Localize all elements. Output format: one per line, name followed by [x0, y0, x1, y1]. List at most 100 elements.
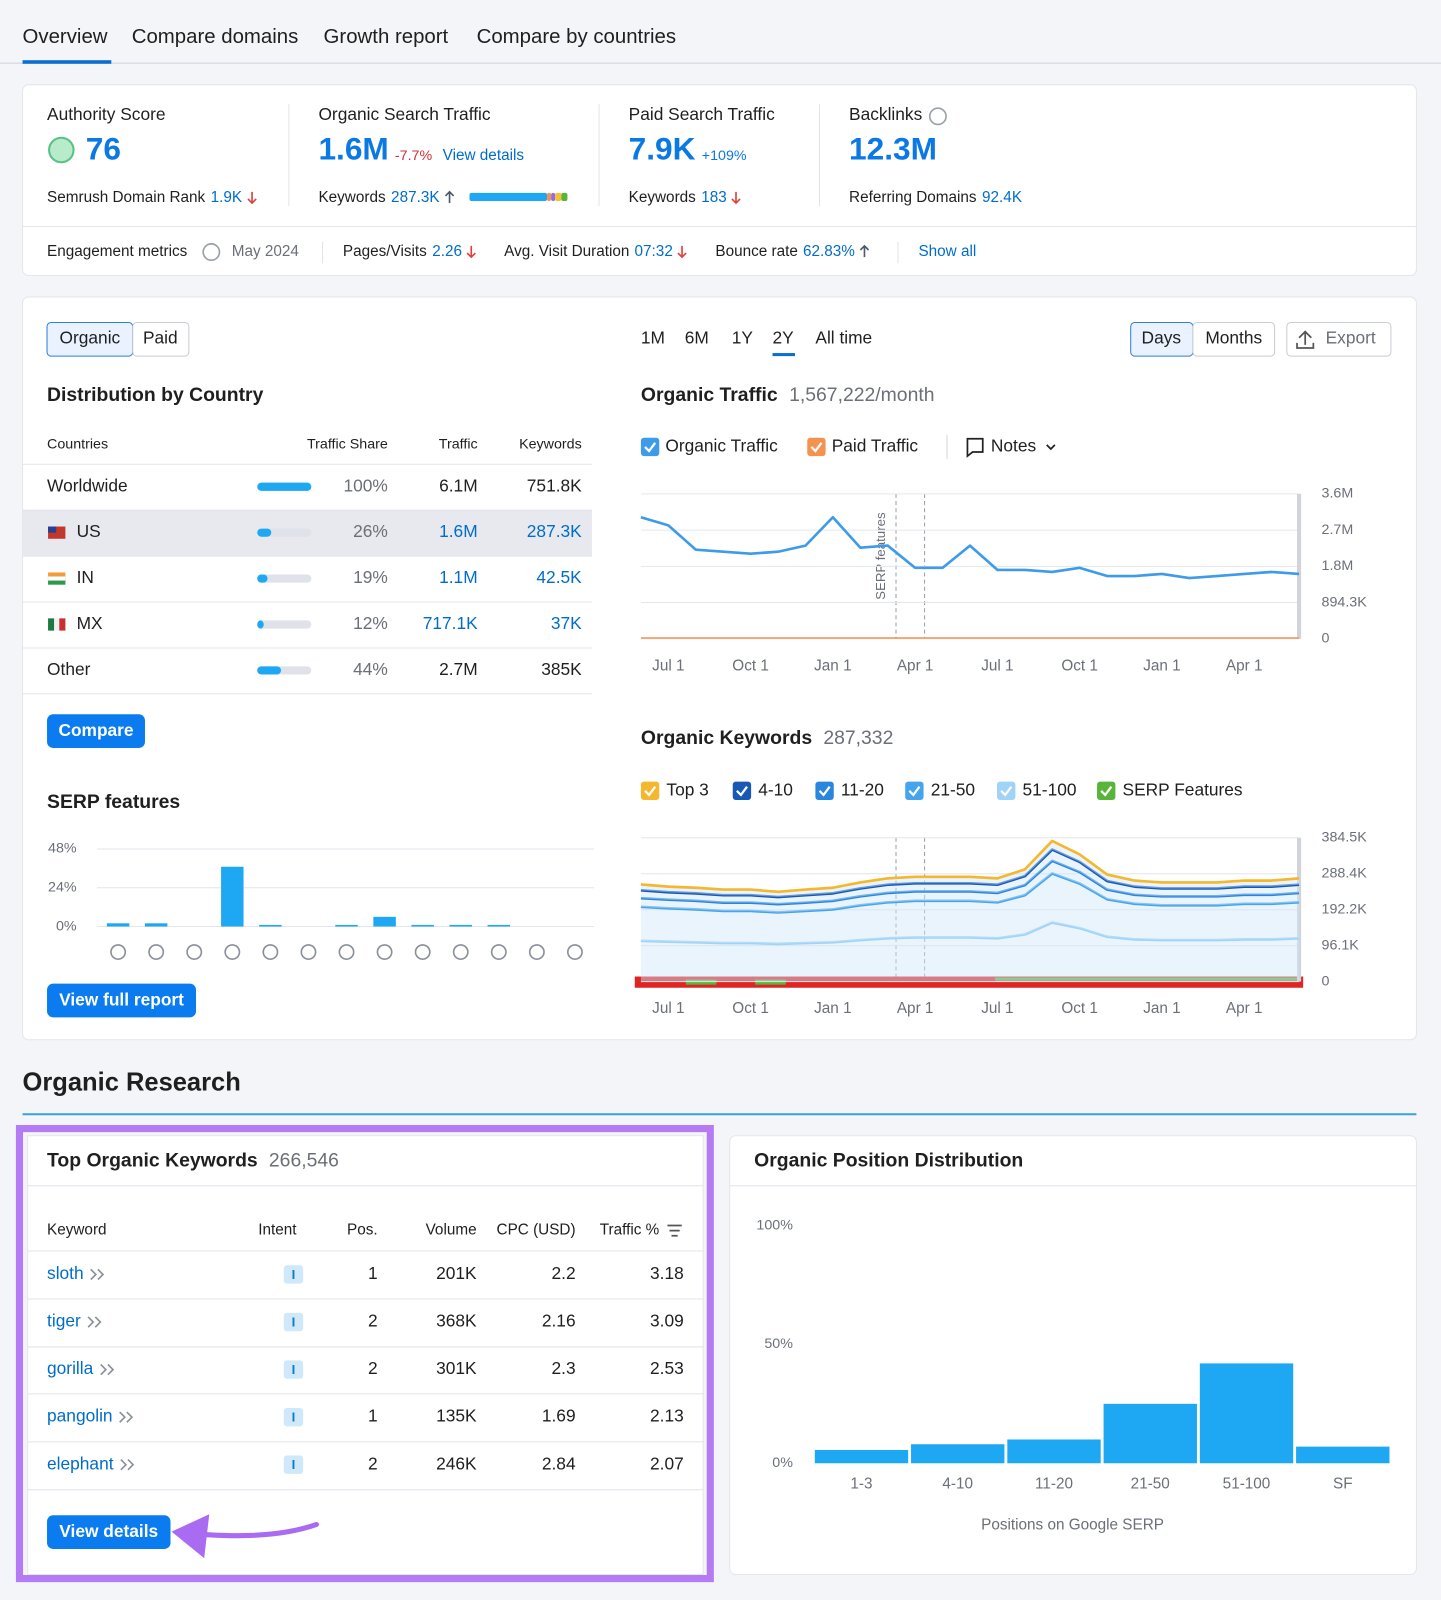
checkmark: [644, 442, 657, 453]
keyword-link[interactable]: gorilla: [47, 1358, 94, 1378]
metric-sub-label: Referring Domains: [849, 189, 977, 206]
intent-label: I: [292, 1267, 296, 1282]
checkmark: [1000, 786, 1013, 797]
y-tick-label: 96.1K: [1322, 937, 1360, 953]
flag-mx: [54, 618, 60, 631]
cell: 135K: [436, 1406, 477, 1426]
keyword-mix-bar: [551, 192, 556, 202]
button-label[interactable]: Compare: [58, 720, 133, 740]
view-option[interactable]: Months: [1205, 327, 1262, 347]
keywords-value: 385K: [541, 659, 582, 679]
legend-checkbox[interactable]: [997, 781, 1016, 800]
highlight-frame: [15, 1125, 714, 1583]
keyword-link[interactable]: pangolin: [47, 1406, 113, 1426]
panel-count: 266,546: [269, 1149, 339, 1171]
legend-label[interactable]: Top 3: [666, 779, 708, 799]
legend-checkbox[interactable]: [732, 781, 752, 800]
share-label: 12%: [353, 613, 388, 633]
share-bar: [257, 482, 312, 491]
legend-label[interactable]: 21-50: [931, 779, 975, 799]
metric-sub-value: 287.3K: [391, 189, 440, 206]
checkmark: [818, 786, 831, 797]
keyword-mix-bar: [561, 192, 568, 202]
legend-label[interactable]: 11-20: [841, 779, 884, 799]
view-toggle[interactable]: [1192, 321, 1276, 357]
tab[interactable]: Growth report: [324, 26, 449, 48]
button[interactable]: [47, 1515, 171, 1549]
toggle-label[interactable]: Paid: [143, 327, 178, 347]
range-option[interactable]: All time: [815, 327, 872, 347]
bar: [221, 866, 244, 927]
legend-checkbox[interactable]: [640, 437, 660, 457]
checkmark: [644, 786, 657, 797]
range-option[interactable]: 1Y: [732, 327, 754, 347]
chevron: [1046, 444, 1056, 451]
range-option[interactable]: 1M: [641, 327, 665, 347]
metric-label: Authority Score: [47, 104, 165, 124]
engagement-item-value: 2.26: [432, 243, 462, 260]
metric-change: +109%: [702, 148, 747, 164]
x-tick-label: Jan 1: [1143, 1000, 1180, 1017]
share-bar: [257, 574, 268, 583]
legend-checkbox[interactable]: [905, 781, 924, 800]
cell: 2: [368, 1311, 378, 1331]
export-icon: [1296, 330, 1315, 349]
info-icon: [928, 107, 947, 126]
intent-badge: [283, 1407, 304, 1427]
tab[interactable]: Compare by countries: [477, 26, 676, 48]
series-line: [640, 839, 1300, 894]
show-all-link[interactable]: Show all: [918, 243, 976, 260]
pointer-arrow-head: [171, 1514, 210, 1559]
button[interactable]: [47, 714, 145, 748]
toggle-label[interactable]: Organic: [60, 327, 121, 347]
export-label[interactable]: Export: [1326, 327, 1376, 347]
metric-value: 76: [86, 130, 121, 166]
legend-checkbox[interactable]: [1097, 781, 1116, 800]
button-label[interactable]: View full report: [59, 990, 184, 1010]
view-details-link[interactable]: View details: [443, 147, 525, 164]
legend-checkbox[interactable]: [807, 437, 826, 457]
cell: 2.3: [552, 1358, 576, 1378]
flag-mx: [59, 618, 66, 631]
metric-value: 1.6M: [318, 130, 388, 166]
country-name: Worldwide: [47, 475, 128, 495]
keyword-link[interactable]: sloth: [47, 1263, 84, 1283]
legend-label[interactable]: 4-10: [758, 779, 793, 799]
checkmark: [1100, 786, 1113, 797]
share-track: [257, 620, 312, 629]
range-option[interactable]: 2Y: [773, 327, 795, 347]
intent-label: I: [292, 1410, 296, 1425]
view-option[interactable]: Days: [1142, 327, 1182, 347]
x-tick-label: Jul 1: [981, 657, 1013, 674]
x-tick-label: Oct 1: [1061, 657, 1098, 674]
metric-sub-value: 183: [701, 189, 727, 206]
legend-checkbox[interactable]: [640, 781, 660, 800]
tab[interactable]: Overview: [23, 26, 108, 48]
legend-label[interactable]: 51-100: [1023, 779, 1077, 799]
button-label[interactable]: View details: [59, 1521, 158, 1541]
cell: 2.84: [542, 1453, 576, 1473]
y-tick-label: 24%: [48, 880, 77, 896]
legend-checkbox[interactable]: [815, 781, 834, 800]
metric-sub-label: Semrush Domain Rank: [47, 189, 205, 206]
range-option[interactable]: 6M: [685, 327, 709, 347]
notes-label[interactable]: Notes: [991, 436, 1037, 456]
serp-feature-icon: [528, 944, 545, 960]
keyword-link[interactable]: tiger: [47, 1311, 81, 1331]
legend-label[interactable]: Paid Traffic: [832, 436, 919, 456]
keyword-link[interactable]: elephant: [47, 1453, 114, 1473]
x-tick-label: Jul 1: [652, 657, 684, 674]
checkmark: [810, 442, 823, 453]
column-header: Traffic %: [600, 1222, 660, 1239]
metric-sub-label: Keywords: [318, 189, 386, 206]
y-tick-label: 288.4K: [1322, 865, 1368, 881]
legend-label[interactable]: Organic Traffic: [665, 436, 778, 456]
button[interactable]: [47, 983, 197, 1018]
cell: 201K: [436, 1263, 477, 1283]
keyword-mix-bar: [469, 192, 548, 202]
tab[interactable]: Compare domains: [132, 26, 299, 48]
cell: 2.16: [542, 1311, 576, 1331]
score-icon: [48, 136, 75, 164]
toggle[interactable]: [132, 321, 190, 357]
legend-label[interactable]: SERP Features: [1123, 779, 1243, 799]
